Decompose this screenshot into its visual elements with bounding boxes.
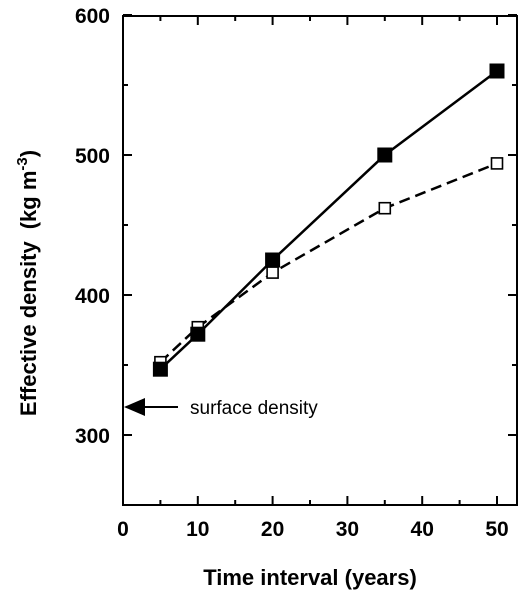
surface-density-arrow-head [124, 398, 145, 416]
data-point-open [266, 266, 279, 279]
series-dashed-line [159, 162, 498, 364]
y-tick-label: 300 [75, 425, 110, 448]
y-axis-label-unit: (kg m [16, 171, 41, 230]
annotation-layer: surface density [124, 398, 318, 419]
data-point-filled [377, 147, 393, 163]
y-tick-label: 600 [75, 5, 110, 28]
y-axis-label: Effective density (kg m-3) [14, 150, 41, 416]
surface-density-label: surface density [190, 398, 318, 419]
x-tick-label: 0 [117, 518, 129, 541]
x-axis-label: Time interval (years) [203, 565, 417, 590]
data-point-filled [489, 63, 505, 79]
data-point-filled [265, 252, 281, 268]
data-point-filled [190, 326, 206, 342]
y-tick-label: 500 [75, 145, 110, 168]
y-axis-label-unit-close: ) [16, 150, 41, 157]
axes [122, 15, 518, 506]
data-point-open [378, 201, 392, 215]
x-tick-label: 40 [411, 518, 434, 541]
data-point-open [490, 157, 504, 170]
y-axis-label-unit-superscript: -3 [14, 157, 31, 170]
x-tick-label: 20 [261, 518, 284, 541]
x-tick-label: 30 [336, 518, 359, 541]
x-tick-label: 10 [186, 518, 209, 541]
data-point-filled [152, 361, 168, 377]
series-solid-line [159, 69, 498, 371]
series-layer [152, 63, 505, 377]
y-tick-label: 400 [75, 285, 110, 308]
ticks: 0 10 20 30 40 50 300 400 500 600 [75, 5, 517, 541]
x-tick-label: 50 [485, 518, 508, 541]
y-axis-label-main: Effective density [16, 240, 41, 416]
plot-frame [122, 15, 518, 506]
